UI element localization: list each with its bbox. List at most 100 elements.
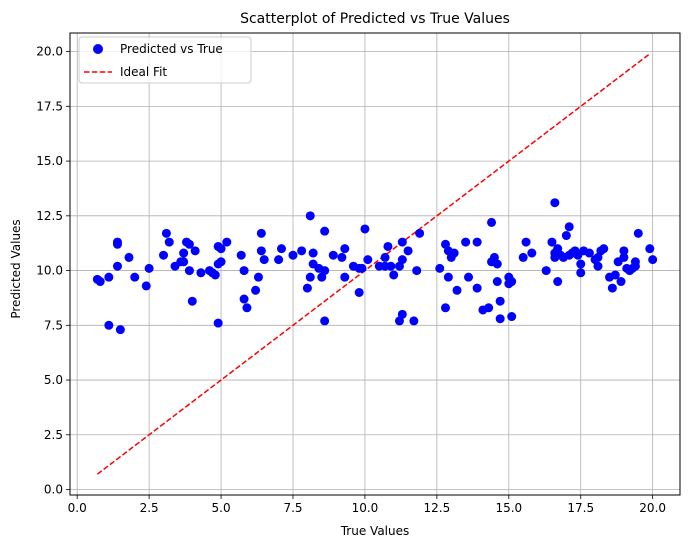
data-point [397, 237, 407, 247]
data-point [340, 244, 350, 254]
data-point [599, 244, 609, 254]
y-tick-label: 2.5 [44, 428, 63, 442]
data-point [584, 248, 594, 258]
data-point [576, 259, 586, 269]
data-point [274, 255, 284, 265]
data-point [484, 303, 494, 313]
data-point [412, 266, 422, 276]
y-tick-label: 15.0 [36, 154, 63, 168]
x-tick-label: 20.0 [639, 501, 666, 515]
y-tick-label: 12.5 [36, 209, 63, 223]
y-axis-ticks: 0.0 2.5 5.0 7.5 10.0 12.5 15.0 17.5 20.0 [36, 45, 70, 497]
data-point [276, 244, 286, 254]
legend-marker-predicted [93, 44, 103, 54]
data-point [550, 198, 560, 208]
ideal-fit-layer [96, 53, 651, 475]
data-point [320, 266, 330, 276]
data-point [561, 231, 571, 241]
data-point [141, 281, 151, 291]
data-point [521, 237, 531, 247]
data-point [196, 268, 206, 278]
data-point [616, 277, 626, 287]
data-point [363, 255, 373, 265]
data-point [320, 316, 330, 326]
data-point [576, 268, 586, 278]
data-point [461, 237, 471, 247]
y-tick-label: 10.0 [36, 264, 63, 278]
data-point [435, 263, 445, 273]
data-point [320, 226, 330, 236]
data-point [564, 222, 574, 232]
legend-box [78, 36, 252, 84]
data-point [216, 257, 226, 267]
data-point [340, 272, 350, 282]
data-point [187, 296, 197, 306]
x-tick-label: 0.0 [68, 501, 87, 515]
data-point [159, 250, 169, 260]
data-point [337, 252, 347, 262]
x-tick-label: 15.0 [495, 501, 522, 515]
data-point [443, 272, 453, 282]
data-point [527, 248, 537, 258]
scatter-points [92, 198, 658, 335]
data-point [495, 296, 505, 306]
legend-label-predicted: Predicted vs True [120, 42, 223, 56]
data-point [242, 303, 252, 313]
data-point [161, 228, 171, 238]
data-point [415, 228, 425, 238]
data-point [541, 266, 551, 276]
data-point [184, 239, 194, 249]
data-point [297, 246, 307, 256]
data-point [610, 270, 620, 280]
data-point [593, 261, 603, 271]
data-point [210, 270, 220, 280]
data-point [389, 270, 399, 280]
y-tick-label: 0.0 [44, 483, 63, 497]
data-point [130, 272, 140, 282]
x-tick-label: 7.5 [283, 501, 302, 515]
plot-frame [69, 32, 681, 496]
data-point [179, 257, 189, 267]
data-point [308, 248, 318, 258]
x-axis-label: True Values [340, 524, 410, 538]
data-point [383, 241, 393, 251]
data-point [239, 294, 249, 304]
data-point [256, 228, 266, 238]
data-point [464, 272, 474, 282]
y-tick-label: 5.0 [44, 373, 63, 387]
data-point [357, 263, 367, 273]
data-point [253, 272, 263, 282]
y-tick-label: 20.0 [36, 45, 63, 59]
data-point [360, 224, 370, 234]
data-point [216, 244, 226, 254]
data-point [305, 272, 315, 282]
data-point [305, 211, 315, 221]
data-point [553, 277, 563, 287]
x-tick-label: 10.0 [352, 501, 379, 515]
data-point [492, 277, 502, 287]
data-point [184, 266, 194, 276]
data-point [507, 277, 517, 287]
data-point [645, 244, 655, 254]
chart-title: Scatterplot of Predicted vs True Values [240, 11, 510, 27]
data-point [403, 246, 413, 256]
ideal-fit-line [96, 53, 651, 475]
data-point [547, 237, 557, 247]
data-point [259, 255, 269, 265]
x-tick-label: 17.5 [567, 501, 594, 515]
data-point [190, 246, 200, 256]
data-point [104, 320, 114, 330]
x-axis-ticks: 0.0 2.5 5.0 7.5 10.0 12.5 15.0 17.5 20.0 [68, 495, 666, 515]
y-axis-label: Predicted Values [9, 219, 23, 318]
data-point [95, 277, 105, 287]
data-point [179, 248, 189, 258]
data-point [222, 237, 232, 247]
data-point [507, 312, 517, 322]
data-point [449, 248, 459, 258]
data-point [495, 314, 505, 324]
data-point [328, 250, 338, 260]
data-point [386, 261, 396, 271]
data-point [251, 285, 261, 295]
data-point [288, 250, 298, 260]
data-point [409, 316, 419, 326]
